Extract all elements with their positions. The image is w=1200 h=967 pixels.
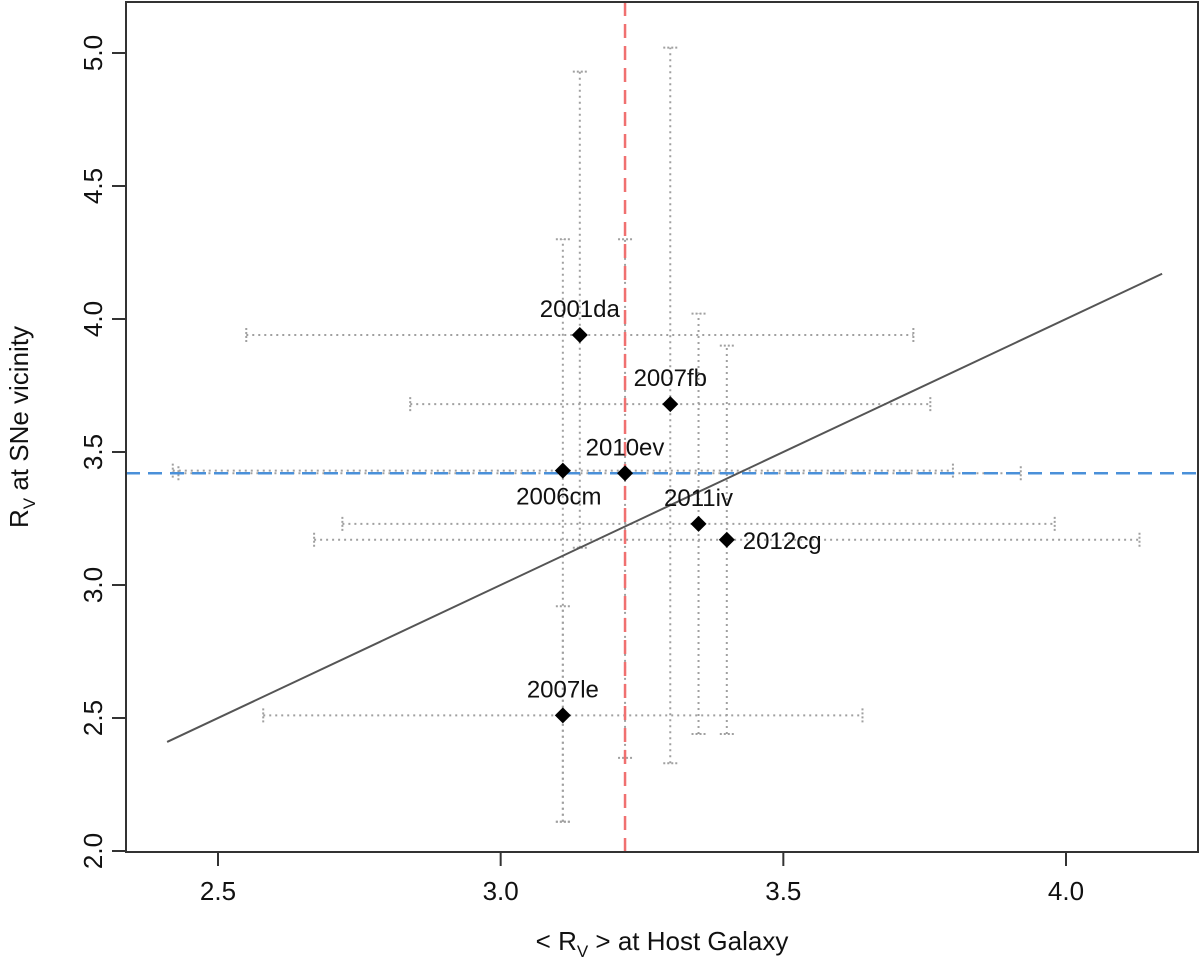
x-axis-title-sub: V <box>577 942 589 961</box>
fit-line-group <box>166 272 1163 743</box>
y-tick-label-2.0: 2.0 <box>78 833 108 869</box>
data-points <box>554 326 735 724</box>
fit-line <box>166 272 1163 743</box>
data-point-2007le <box>554 707 571 724</box>
y-axis-title-pre: R <box>4 509 34 528</box>
x-axis-title-post: > at Host Galaxy <box>588 926 788 956</box>
data-point-2012cg <box>718 531 735 548</box>
data-point-2007fb <box>662 396 679 413</box>
y-axis-title: RV at SNe vicinity <box>4 326 39 528</box>
x-axis-title-pre: < R <box>536 926 577 956</box>
y-tick-label-4.5: 4.5 <box>78 168 108 204</box>
y-tick-label-3.0: 3.0 <box>78 567 108 603</box>
point-label-2011iv: 2011iv <box>664 485 733 512</box>
data-point-2001da <box>571 326 588 343</box>
y-tick-label-4.0: 4.0 <box>78 301 108 337</box>
point-label-2007fb: 2007fb <box>634 365 707 392</box>
point-label-2007le: 2007le <box>527 676 599 703</box>
point-labels: 2001da 2007fb 2010ev 2006cm 2011iv 2012cg 2007… <box>516 296 821 703</box>
data-point-2006cm <box>554 462 571 479</box>
x-axis: 2.5 3.0 3.5 4.0 <box>200 852 1084 906</box>
x-tick-label-3.0: 3.0 <box>483 876 519 906</box>
x-tick-label-3.5: 3.5 <box>765 876 801 906</box>
point-label-2012cg: 2012cg <box>743 528 822 555</box>
y-axis: 2.0 2.5 3.0 3.5 4.0 4.5 5.0 <box>78 35 126 869</box>
y-tick-label-5.0: 5.0 <box>78 35 108 71</box>
point-label-2006cm: 2006cm <box>516 484 601 511</box>
x-tick-label-2.5: 2.5 <box>200 876 236 906</box>
x-axis-title: < RV > at Host Galaxy <box>536 926 789 961</box>
data-point-2010ev <box>617 465 634 482</box>
point-label-2001da: 2001da <box>540 296 621 323</box>
y-axis-title-post: at SNe vicinity <box>4 326 34 498</box>
x-tick-label-4.0: 4.0 <box>1048 876 1084 906</box>
point-label-2010ev: 2010ev <box>586 434 665 461</box>
y-axis-title-sub: V <box>20 497 39 509</box>
data-point-2011iv <box>690 515 707 532</box>
y-tick-label-2.5: 2.5 <box>78 700 108 736</box>
y-tick-label-3.5: 3.5 <box>78 434 108 470</box>
plot-frame <box>125 1 1199 853</box>
reference-lines <box>126 2 1198 852</box>
